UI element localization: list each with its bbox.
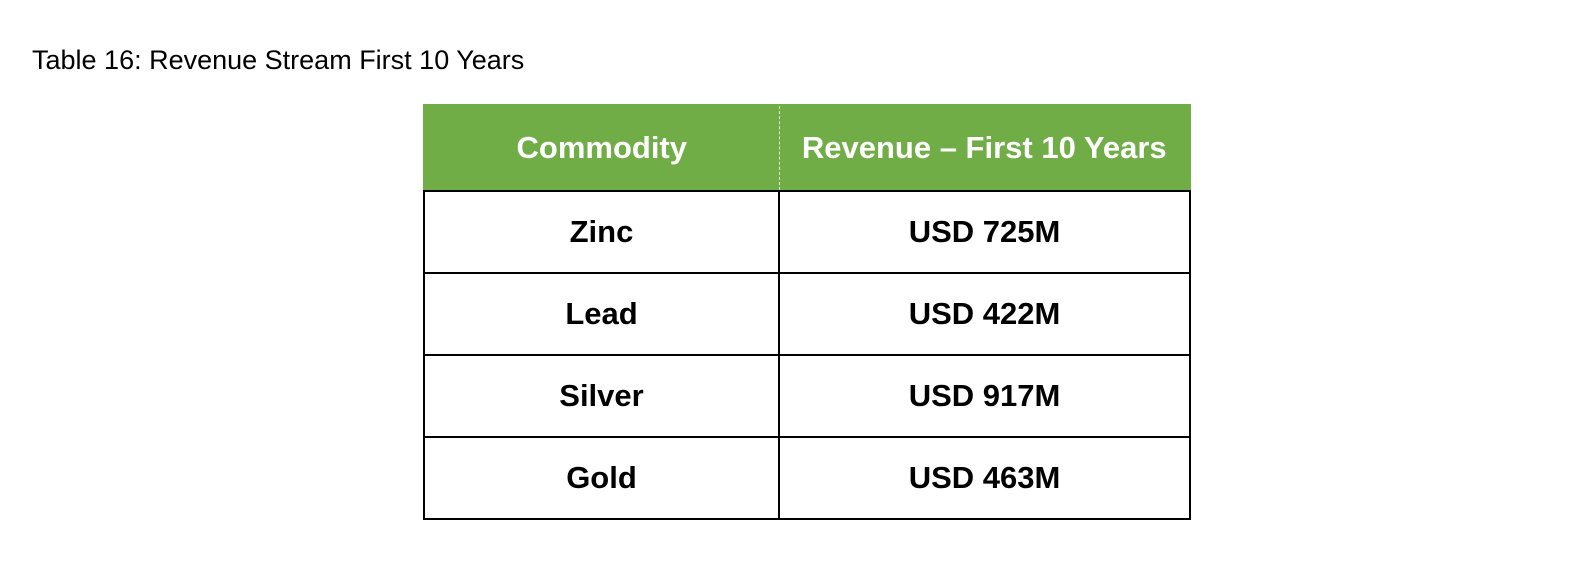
table-row: Silver USD 917M (423, 354, 1191, 438)
table-caption: Table 16: Revenue Stream First 10 Years (32, 45, 525, 75)
table-header: Commodity Revenue – First 10 Years (423, 104, 1191, 192)
header-revenue: Revenue – First 10 Years (778, 104, 1191, 192)
commodity-cell: Gold (423, 436, 780, 520)
table-row: Zinc USD 725M (423, 190, 1191, 274)
revenue-table: Commodity Revenue – First 10 Years Zinc … (423, 104, 1191, 520)
table-row: Gold USD 463M (423, 436, 1191, 520)
revenue-cell: USD 463M (778, 436, 1191, 520)
table-body: Zinc USD 725M Lead USD 422M Silver USD 9… (423, 190, 1191, 520)
commodity-cell: Silver (423, 354, 780, 438)
revenue-cell: USD 725M (778, 190, 1191, 274)
table-row: Lead USD 422M (423, 272, 1191, 356)
revenue-cell: USD 422M (778, 272, 1191, 356)
header-commodity: Commodity (423, 104, 780, 192)
commodity-cell: Zinc (423, 190, 780, 274)
header-row: Commodity Revenue – First 10 Years (423, 104, 1191, 192)
revenue-cell: USD 917M (778, 354, 1191, 438)
commodity-cell: Lead (423, 272, 780, 356)
